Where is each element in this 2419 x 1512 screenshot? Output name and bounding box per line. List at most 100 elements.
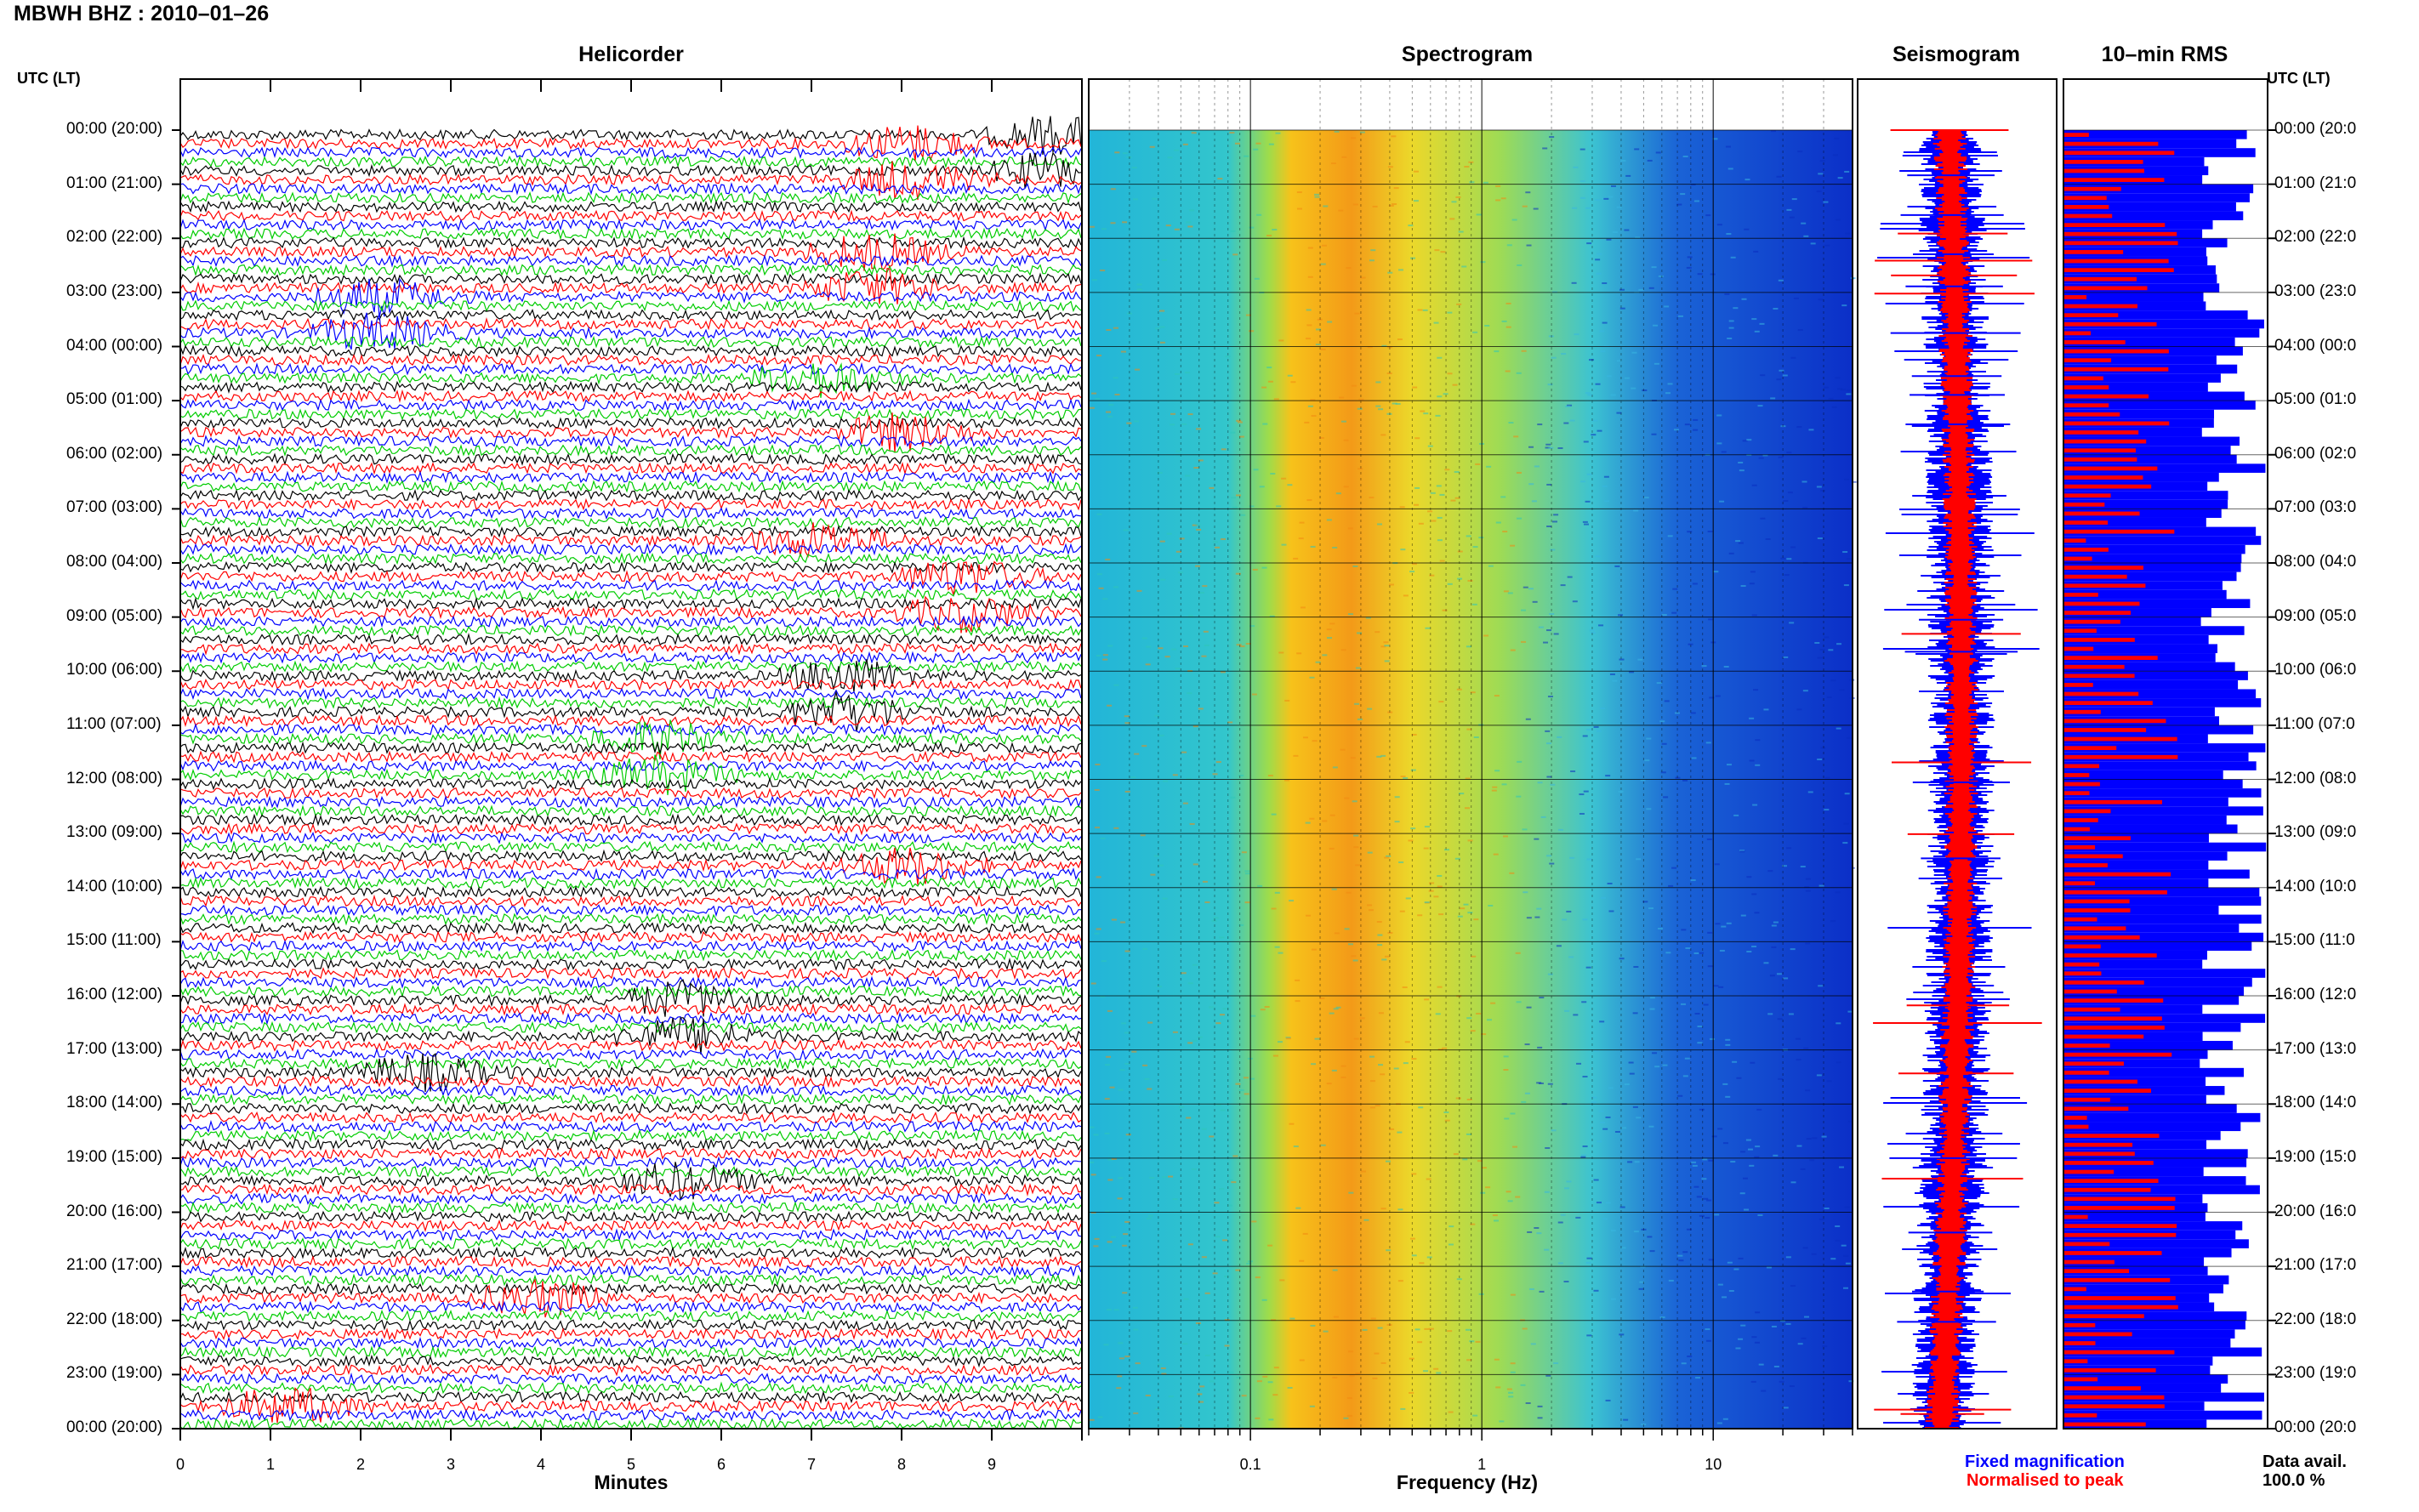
spectrogram-speckle <box>1307 247 1313 249</box>
helicorder-trace <box>179 1381 1082 1395</box>
spectrogram-speckle <box>1211 919 1217 922</box>
spectrogram-speckle <box>1111 1236 1117 1238</box>
spectrogram-speckle <box>1456 688 1462 691</box>
spectrogram-speckle <box>1130 776 1136 779</box>
spectrogram-speckle <box>1693 952 1699 954</box>
rms-bar-fixed <box>2063 806 2263 816</box>
spectrogram-speckle <box>1376 523 1382 526</box>
spectrogram-speckle <box>1377 1327 1383 1329</box>
spectrogram-speckle <box>1423 1370 1429 1373</box>
spectrogram-speckle <box>1380 1361 1386 1364</box>
spectrogram-speckle <box>1231 497 1237 499</box>
spectrogram-speckle <box>1695 1377 1701 1379</box>
time-label-right: 20:00 (16:0 <box>2274 1202 2357 1220</box>
rms-bar-fixed <box>2063 1067 2244 1077</box>
rms-bar-normalised <box>2063 141 2159 146</box>
rms-bar-normalised <box>2063 538 2086 543</box>
helicorder-trace <box>179 831 1082 845</box>
spectrogram-speckle <box>1431 520 1437 522</box>
rms-bar-normalised <box>2063 754 2178 759</box>
spectrogram-speckle <box>1412 386 1418 389</box>
rms-bar-normalised <box>2063 178 2165 182</box>
spectrogram-speckle <box>1746 951 1752 953</box>
spectrogram-speckle <box>1124 722 1130 725</box>
minute-tick-label: 2 <box>356 1456 366 1473</box>
spectrogram-speckle <box>1161 1373 1167 1375</box>
spectrogram-speckle <box>1713 571 1719 573</box>
spectrogram-speckle <box>1360 1170 1366 1173</box>
rms-bar-normalised <box>2063 773 2090 777</box>
spectrogram-speckle <box>1634 1161 1640 1163</box>
spectrogram-speckle <box>1154 714 1160 717</box>
helicorder-trace <box>179 233 1082 271</box>
spectrogram-speckle <box>1648 1125 1654 1128</box>
spectrogram-speckle <box>1228 1371 1234 1373</box>
spectrogram-speckle <box>1124 715 1130 718</box>
rms-bar-normalised <box>2063 223 2166 227</box>
rms-bar-fixed <box>2063 1041 2233 1050</box>
rms-bar-normalised <box>2063 276 2137 281</box>
spectrogram-speckle <box>1326 1083 1332 1085</box>
spectrogram-speckle <box>1805 878 1811 880</box>
spectrogram-speckle <box>1246 1262 1252 1265</box>
spectrogram-speckle <box>1344 797 1350 799</box>
helicorder-trace <box>179 317 1082 331</box>
spectrogram-speckle <box>1842 1287 1848 1289</box>
spectrogram-speckle <box>1580 480 1586 483</box>
spectrogram-speckle <box>1353 846 1359 849</box>
spectrogram-speckle <box>1245 643 1251 645</box>
helicorder-trace <box>179 1083 1082 1097</box>
spectrogram-speckle <box>1510 1293 1516 1296</box>
spectrogram-speckle <box>1733 814 1739 816</box>
time-label-left: 21:00 (17:00) <box>66 1256 163 1275</box>
spectrogram-speckle <box>1534 1227 1540 1230</box>
rms-bar-normalised <box>2063 151 2175 156</box>
helicorder-trace <box>179 642 1082 656</box>
spectrogram-speckle <box>1674 429 1680 431</box>
helicorder-trace <box>179 1138 1082 1151</box>
spectrogram-speckle <box>1641 1423 1647 1425</box>
spectrogram-speckle <box>1132 1306 1138 1309</box>
helicorder-trace <box>179 1003 1082 1016</box>
spectrogram-speckle <box>1380 754 1386 757</box>
spectrogram-speckle <box>1255 1276 1261 1279</box>
spectrogram-speckle <box>1423 412 1429 415</box>
spectrogram-speckle <box>1690 879 1696 882</box>
spectrogram-speckle <box>1572 600 1578 603</box>
rms-bar-normalised <box>2063 1322 2096 1327</box>
spectrogram-speckle <box>1593 1289 1599 1292</box>
spectrogram-speckle <box>1199 1385 1205 1388</box>
spectrogram-speckle <box>1418 522 1424 525</box>
spectrogram-speckle <box>1745 179 1750 181</box>
spectrogram-speckle <box>1320 263 1326 265</box>
helicorder-trace <box>179 1255 1082 1269</box>
rms-bar-fixed <box>2063 842 2267 852</box>
rms-bar-fixed <box>2063 788 2262 798</box>
spectrogram-speckle <box>1392 402 1397 405</box>
spectrogram-speckle <box>1485 1186 1491 1189</box>
spectrogram-speckle <box>1694 1013 1700 1015</box>
spectrogram-speckle <box>1524 1092 1530 1094</box>
spectrogram-speckle <box>1135 1362 1141 1365</box>
spectrogram-speckle <box>1124 950 1130 952</box>
helicorder-trace <box>179 948 1082 962</box>
spectrogram-speckle <box>1306 499 1312 502</box>
rms-bar-fixed <box>2063 969 2266 978</box>
spectrogram-speckle <box>1102 598 1108 600</box>
spectrogram-speckle <box>1397 269 1403 271</box>
spectrogram-speckle <box>1470 1030 1476 1032</box>
spectrogram-speckle <box>1172 774 1178 776</box>
spectrogram-speckle <box>1433 895 1439 898</box>
spectrogram-speckle <box>1307 405 1313 407</box>
spectrogram-speckle <box>1564 1009 1570 1012</box>
spectrogram-speckle <box>1101 960 1107 963</box>
spectrogram-speckle <box>1806 1138 1812 1140</box>
spectrogram-speckle <box>1548 446 1554 449</box>
rms-bar-normalised <box>2063 980 2144 985</box>
spectrogram-speckle <box>1172 1031 1178 1033</box>
spectrogram-speckle <box>1516 372 1522 374</box>
spectrogram-speckle <box>1505 370 1511 372</box>
helicorder-trace <box>179 1390 1082 1404</box>
spectrogram-speckle <box>1261 1299 1267 1301</box>
spectrogram-speckle <box>1357 407 1363 410</box>
